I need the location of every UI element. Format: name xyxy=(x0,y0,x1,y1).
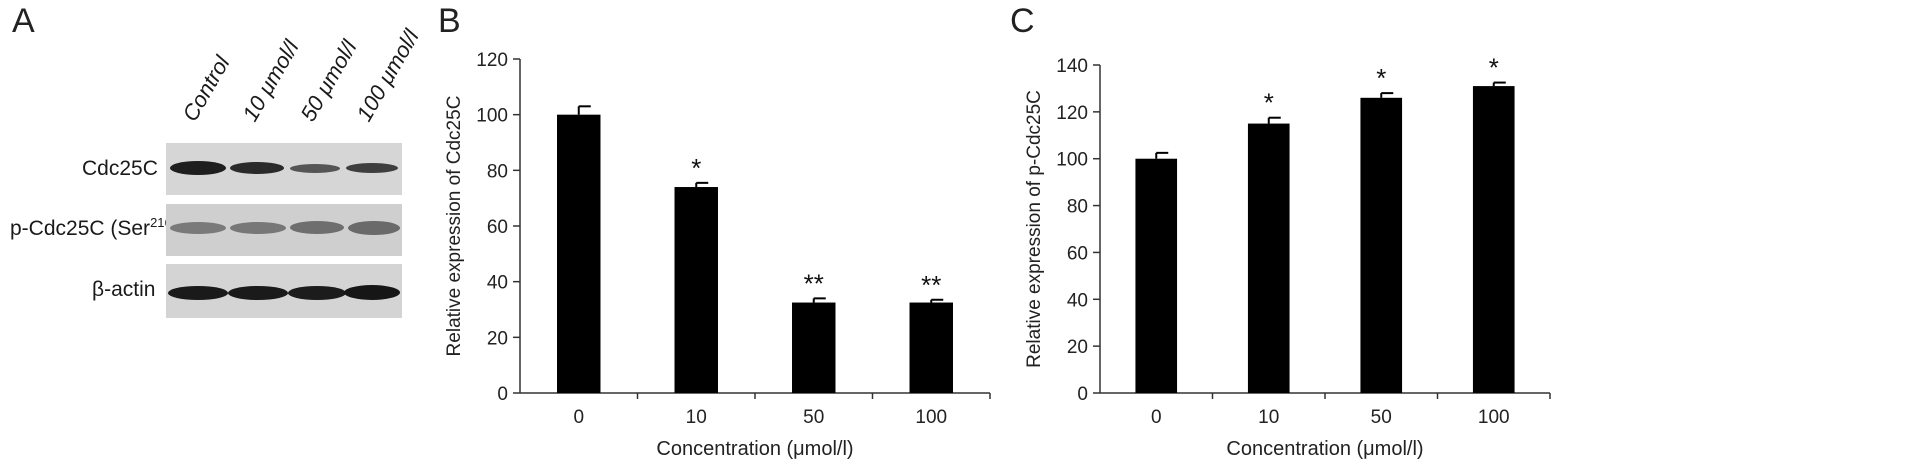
significance-label: * xyxy=(691,153,701,183)
bar xyxy=(557,114,601,394)
band xyxy=(344,285,400,300)
panel-letter-a: A xyxy=(12,2,35,40)
band xyxy=(290,221,344,234)
x-tick-label: 100 xyxy=(1478,407,1510,428)
bar xyxy=(1472,86,1515,393)
x-tick-label: 10 xyxy=(1258,407,1279,428)
band xyxy=(228,286,288,300)
y-tick-label: 40 xyxy=(1067,290,1088,311)
y-tick-label: 120 xyxy=(476,50,508,71)
x-tick-label: 10 xyxy=(686,407,707,428)
x-tick-label: 100 xyxy=(915,407,947,428)
significance-label: * xyxy=(1489,53,1499,83)
x-tick-label: 0 xyxy=(573,407,584,428)
bar xyxy=(1247,123,1290,394)
y-tick-label: 100 xyxy=(1056,150,1088,171)
x-tick-label: 0 xyxy=(1151,407,1162,428)
y-tick-label: 20 xyxy=(487,328,508,349)
band xyxy=(170,161,226,175)
blot-strip-cdc25c xyxy=(166,143,402,195)
y-axis-label: Relative expression of p-Cdc25C xyxy=(1024,90,1045,368)
y-tick-label: 0 xyxy=(497,384,508,405)
bar xyxy=(1135,158,1178,393)
bar xyxy=(909,302,953,393)
blot-strip-beta-actin xyxy=(166,264,402,318)
y-tick-label: 60 xyxy=(1067,243,1088,264)
significance-label: * xyxy=(1264,88,1274,118)
y-tick-label: 80 xyxy=(487,161,508,182)
y-tick-label: 60 xyxy=(487,217,508,238)
band xyxy=(348,221,400,235)
row-label-beta-actin: β-actin xyxy=(92,278,156,301)
y-tick-label: 140 xyxy=(1056,56,1088,77)
band xyxy=(290,164,340,173)
y-tick-label: 120 xyxy=(1056,103,1088,124)
significance-label: ** xyxy=(921,270,941,300)
panel-letter-c: C xyxy=(1010,2,1035,40)
panel-letter-b: B xyxy=(438,2,461,40)
bar xyxy=(792,302,836,393)
y-tick-label: 20 xyxy=(1067,337,1088,358)
band xyxy=(168,286,228,300)
band xyxy=(230,162,284,174)
bar xyxy=(1360,97,1403,394)
band xyxy=(346,163,398,173)
blot-strip-p-cdc25c xyxy=(166,204,402,256)
band xyxy=(288,286,346,300)
significance-label: * xyxy=(1376,63,1386,93)
y-axis-label: Relative expression of Cdc25C xyxy=(444,96,465,357)
row-label-cdc25c: Cdc25C xyxy=(82,157,158,180)
y-tick-label: 100 xyxy=(476,106,508,127)
x-tick-label: 50 xyxy=(1371,407,1392,428)
significance-label: ** xyxy=(804,268,824,298)
y-tick-label: 80 xyxy=(1067,197,1088,218)
y-tick-label: 0 xyxy=(1077,384,1088,405)
x-axis-label: Concentration (μmol/l) xyxy=(1226,438,1423,460)
band xyxy=(170,222,226,234)
y-tick-label: 40 xyxy=(487,273,508,294)
x-tick-label: 50 xyxy=(803,407,824,428)
bar xyxy=(674,187,718,393)
x-axis-label: Concentration (μmol/l) xyxy=(656,438,853,460)
band xyxy=(230,222,286,234)
